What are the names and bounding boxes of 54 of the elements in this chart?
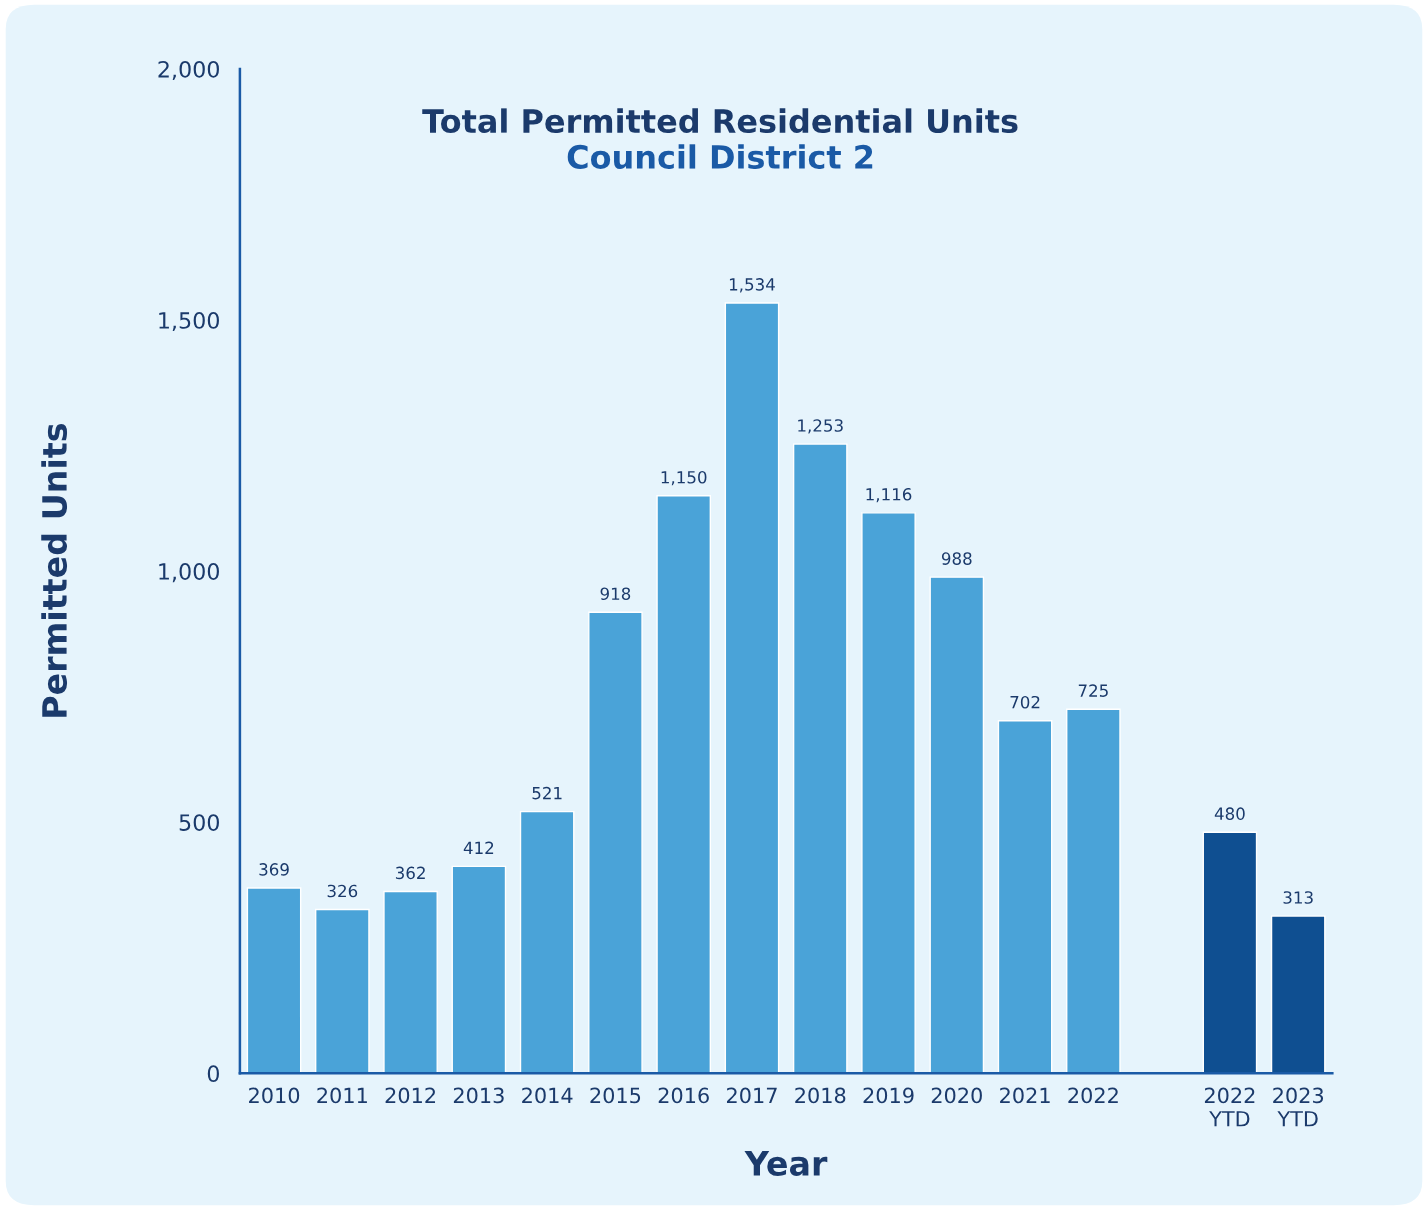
bar — [588, 611, 643, 1074]
bar — [1066, 708, 1121, 1074]
data-label: 1,253 — [798, 419, 843, 434]
x-tick-label: 2013 — [453, 1087, 504, 1104]
bar — [724, 302, 780, 1074]
bar — [246, 887, 302, 1074]
data-label: 369 — [259, 863, 289, 876]
bar — [1270, 915, 1326, 1074]
data-label: 988 — [941, 552, 972, 565]
bar — [656, 495, 712, 1074]
data-label: 362 — [395, 866, 425, 880]
text: Council District 2 — [567, 144, 873, 170]
x-tick-label: 2020 — [931, 1087, 982, 1104]
bar — [792, 443, 848, 1074]
data-label: 326 — [327, 884, 358, 898]
y-axis-title: Permitted Units — [41, 423, 68, 717]
y-tick-label: 2,000 — [158, 60, 219, 80]
x-axis-title: Year — [744, 1151, 828, 1176]
y-tick-label: 1,500 — [159, 311, 219, 332]
bar — [997, 720, 1053, 1074]
bar — [519, 810, 575, 1074]
data-label: 412 — [463, 841, 494, 854]
x-tick-label: 2022 — [1068, 1087, 1118, 1104]
data-label: 480 — [1214, 807, 1245, 820]
y-tick-label: 1,000 — [159, 563, 219, 583]
x-tick-label: 2022 YTD — [1204, 1087, 1255, 1127]
x-tick-label: 2018 — [795, 1087, 846, 1104]
data-label: 521 — [532, 786, 562, 800]
x-tick-label: 2017 — [726, 1087, 777, 1104]
bar — [451, 865, 507, 1074]
data-label: 1,534 — [729, 278, 775, 293]
x-tick-label: 2014 — [522, 1087, 573, 1104]
bar — [861, 512, 916, 1074]
x-tick-label: 2019 — [863, 1087, 914, 1104]
x-tick-label: 2015 — [590, 1087, 641, 1104]
x-tick-label: 2011 — [317, 1087, 367, 1104]
bar — [314, 908, 370, 1074]
bar — [929, 576, 985, 1074]
data-label: 918 — [600, 587, 631, 601]
y-tick-label: 500 — [179, 814, 219, 831]
bar — [383, 890, 438, 1074]
x-tick-label: 2012 — [385, 1087, 436, 1104]
bar — [1202, 831, 1258, 1074]
data-label: 1,116 — [866, 488, 912, 503]
data-label: 725 — [1078, 684, 1108, 697]
x-tick-label: 2010 — [249, 1087, 300, 1104]
y-tick-label: 0 — [207, 1065, 219, 1083]
x-tick-label: 2016 — [658, 1087, 709, 1104]
x-tick-label: 2021 — [1000, 1087, 1050, 1104]
text: Total Permitted Residential Units — [422, 108, 1018, 134]
data-label: 702 — [1010, 695, 1040, 709]
data-label: 1,150 — [661, 470, 707, 486]
data-label: 313 — [1283, 891, 1313, 904]
x-tick-label: 2023 YTD — [1273, 1087, 1324, 1127]
